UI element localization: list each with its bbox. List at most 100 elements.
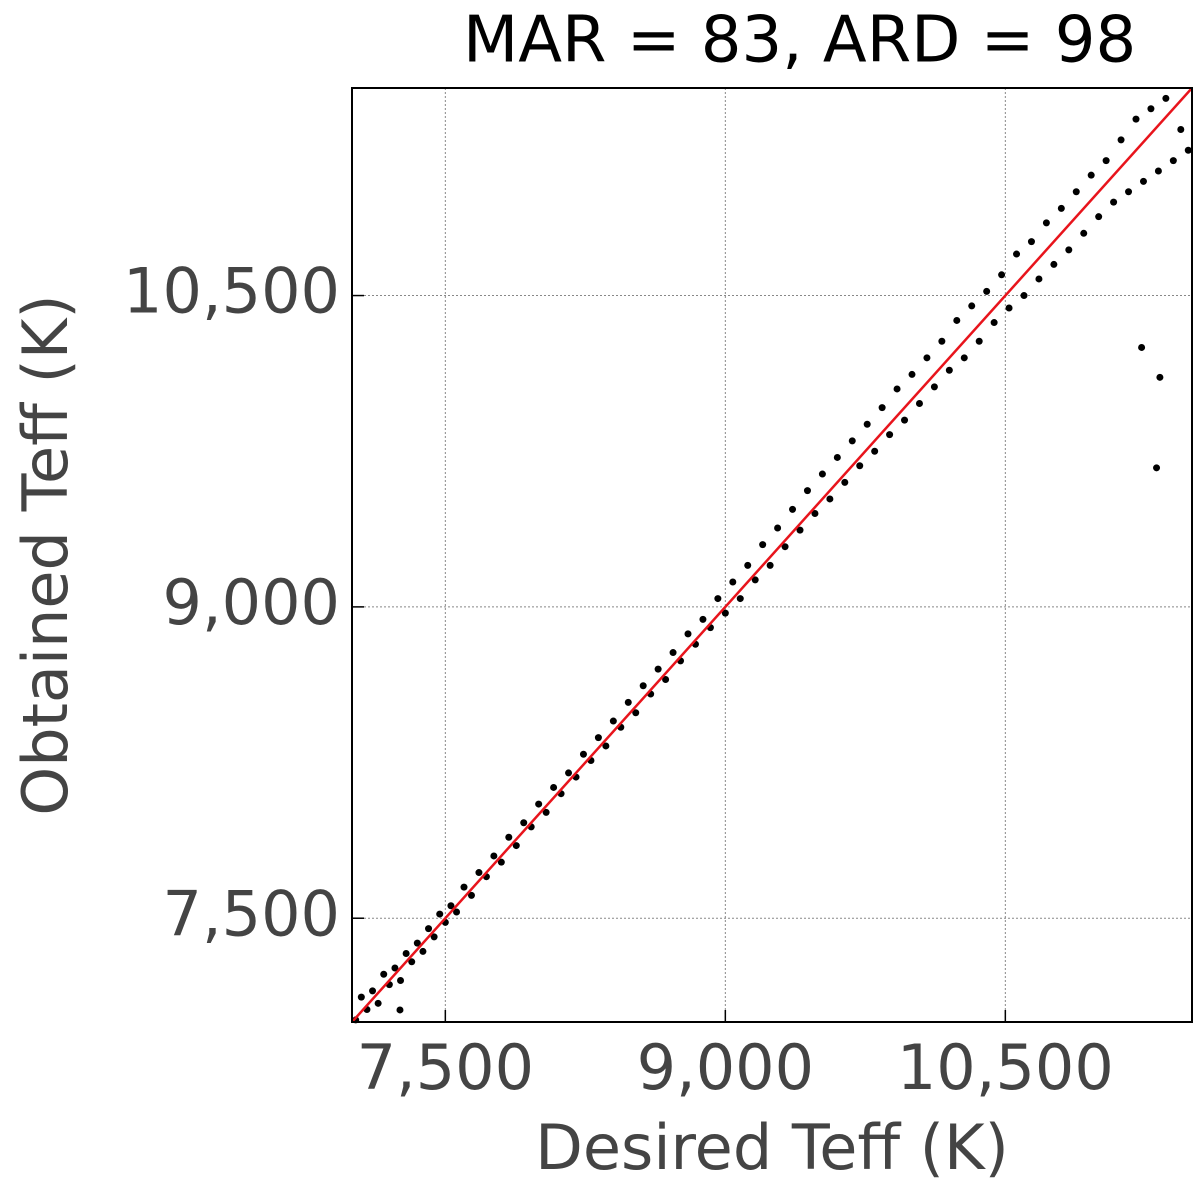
point: [1042, 219, 1050, 227]
point: [901, 416, 909, 424]
point: [1156, 373, 1164, 381]
point: [1072, 188, 1080, 196]
point: [699, 615, 707, 623]
point: [467, 891, 475, 899]
point: [1147, 105, 1155, 113]
point: [1117, 136, 1125, 144]
point: [833, 453, 841, 461]
point: [1138, 343, 1146, 351]
point: [662, 676, 670, 684]
point: [893, 385, 901, 393]
point: [520, 819, 528, 827]
x-tick-label: 7,500: [357, 1031, 535, 1104]
point: [714, 595, 722, 603]
point: [1095, 213, 1103, 221]
point: [781, 543, 789, 551]
point: [447, 902, 455, 910]
point: [565, 769, 573, 777]
point: [968, 302, 976, 310]
point: [998, 271, 1006, 279]
x-tick-label: 9,000: [637, 1031, 815, 1104]
point: [654, 665, 662, 673]
point: [953, 316, 961, 324]
x-tick-label: 10,500: [897, 1031, 1114, 1104]
point: [684, 630, 692, 638]
point: [811, 509, 819, 517]
point: [818, 470, 826, 478]
point: [1153, 464, 1161, 472]
point: [1162, 94, 1170, 102]
point: [396, 1006, 404, 1014]
point: [430, 933, 438, 941]
point: [475, 869, 483, 877]
point: [990, 319, 998, 327]
point: [915, 399, 923, 407]
point: [751, 576, 759, 584]
point: [413, 939, 421, 947]
point: [1080, 229, 1088, 237]
y-axis-label: Obtained Teff (K): [9, 294, 82, 815]
point: [878, 404, 886, 412]
point: [803, 487, 811, 495]
point: [1020, 292, 1028, 300]
point: [357, 993, 365, 1001]
point: [729, 578, 737, 586]
point: [721, 609, 729, 617]
point: [766, 561, 774, 569]
point: [1139, 177, 1147, 185]
point: [408, 958, 416, 966]
point: [624, 698, 632, 706]
point: [542, 808, 550, 816]
point: [789, 505, 797, 513]
chart-title: MAR = 83, ARD = 98: [463, 4, 1136, 78]
point: [863, 420, 871, 428]
point: [505, 833, 513, 841]
point: [744, 561, 752, 569]
y-tick-label: 7,500: [163, 877, 341, 950]
point: [1087, 171, 1095, 179]
point: [1132, 115, 1140, 123]
point: [1057, 204, 1065, 212]
point: [1050, 260, 1058, 268]
point: [923, 354, 931, 362]
point: [425, 925, 433, 933]
point: [669, 649, 677, 657]
point: [639, 682, 647, 690]
point: [871, 447, 879, 455]
point: [1035, 275, 1043, 283]
point: [908, 370, 916, 378]
point: [1110, 198, 1118, 206]
point: [856, 462, 864, 470]
point: [759, 541, 767, 549]
point: [774, 524, 782, 532]
point: [535, 800, 543, 808]
point: [402, 950, 410, 958]
point: [1177, 126, 1185, 134]
point: [602, 742, 610, 750]
point: [848, 437, 856, 445]
point: [1005, 304, 1013, 312]
point: [886, 431, 894, 439]
point: [460, 883, 468, 891]
point: [419, 947, 427, 955]
point: [975, 337, 983, 345]
point: [490, 852, 498, 860]
point: [391, 964, 399, 972]
point: [1125, 188, 1133, 196]
point: [609, 717, 617, 725]
x-axis-label: Desired Teff (K): [535, 1111, 1009, 1184]
plot-frame: [351, 87, 1193, 1023]
point: [1102, 157, 1110, 165]
point: [497, 858, 505, 866]
point: [945, 366, 953, 374]
point: [380, 970, 388, 978]
point: [1154, 167, 1162, 175]
point: [841, 478, 849, 486]
point: [374, 999, 382, 1007]
point: [983, 287, 991, 295]
point: [579, 750, 587, 758]
y-tick-label: 9,000: [163, 566, 341, 639]
point: [369, 987, 377, 995]
point: [1013, 250, 1021, 258]
